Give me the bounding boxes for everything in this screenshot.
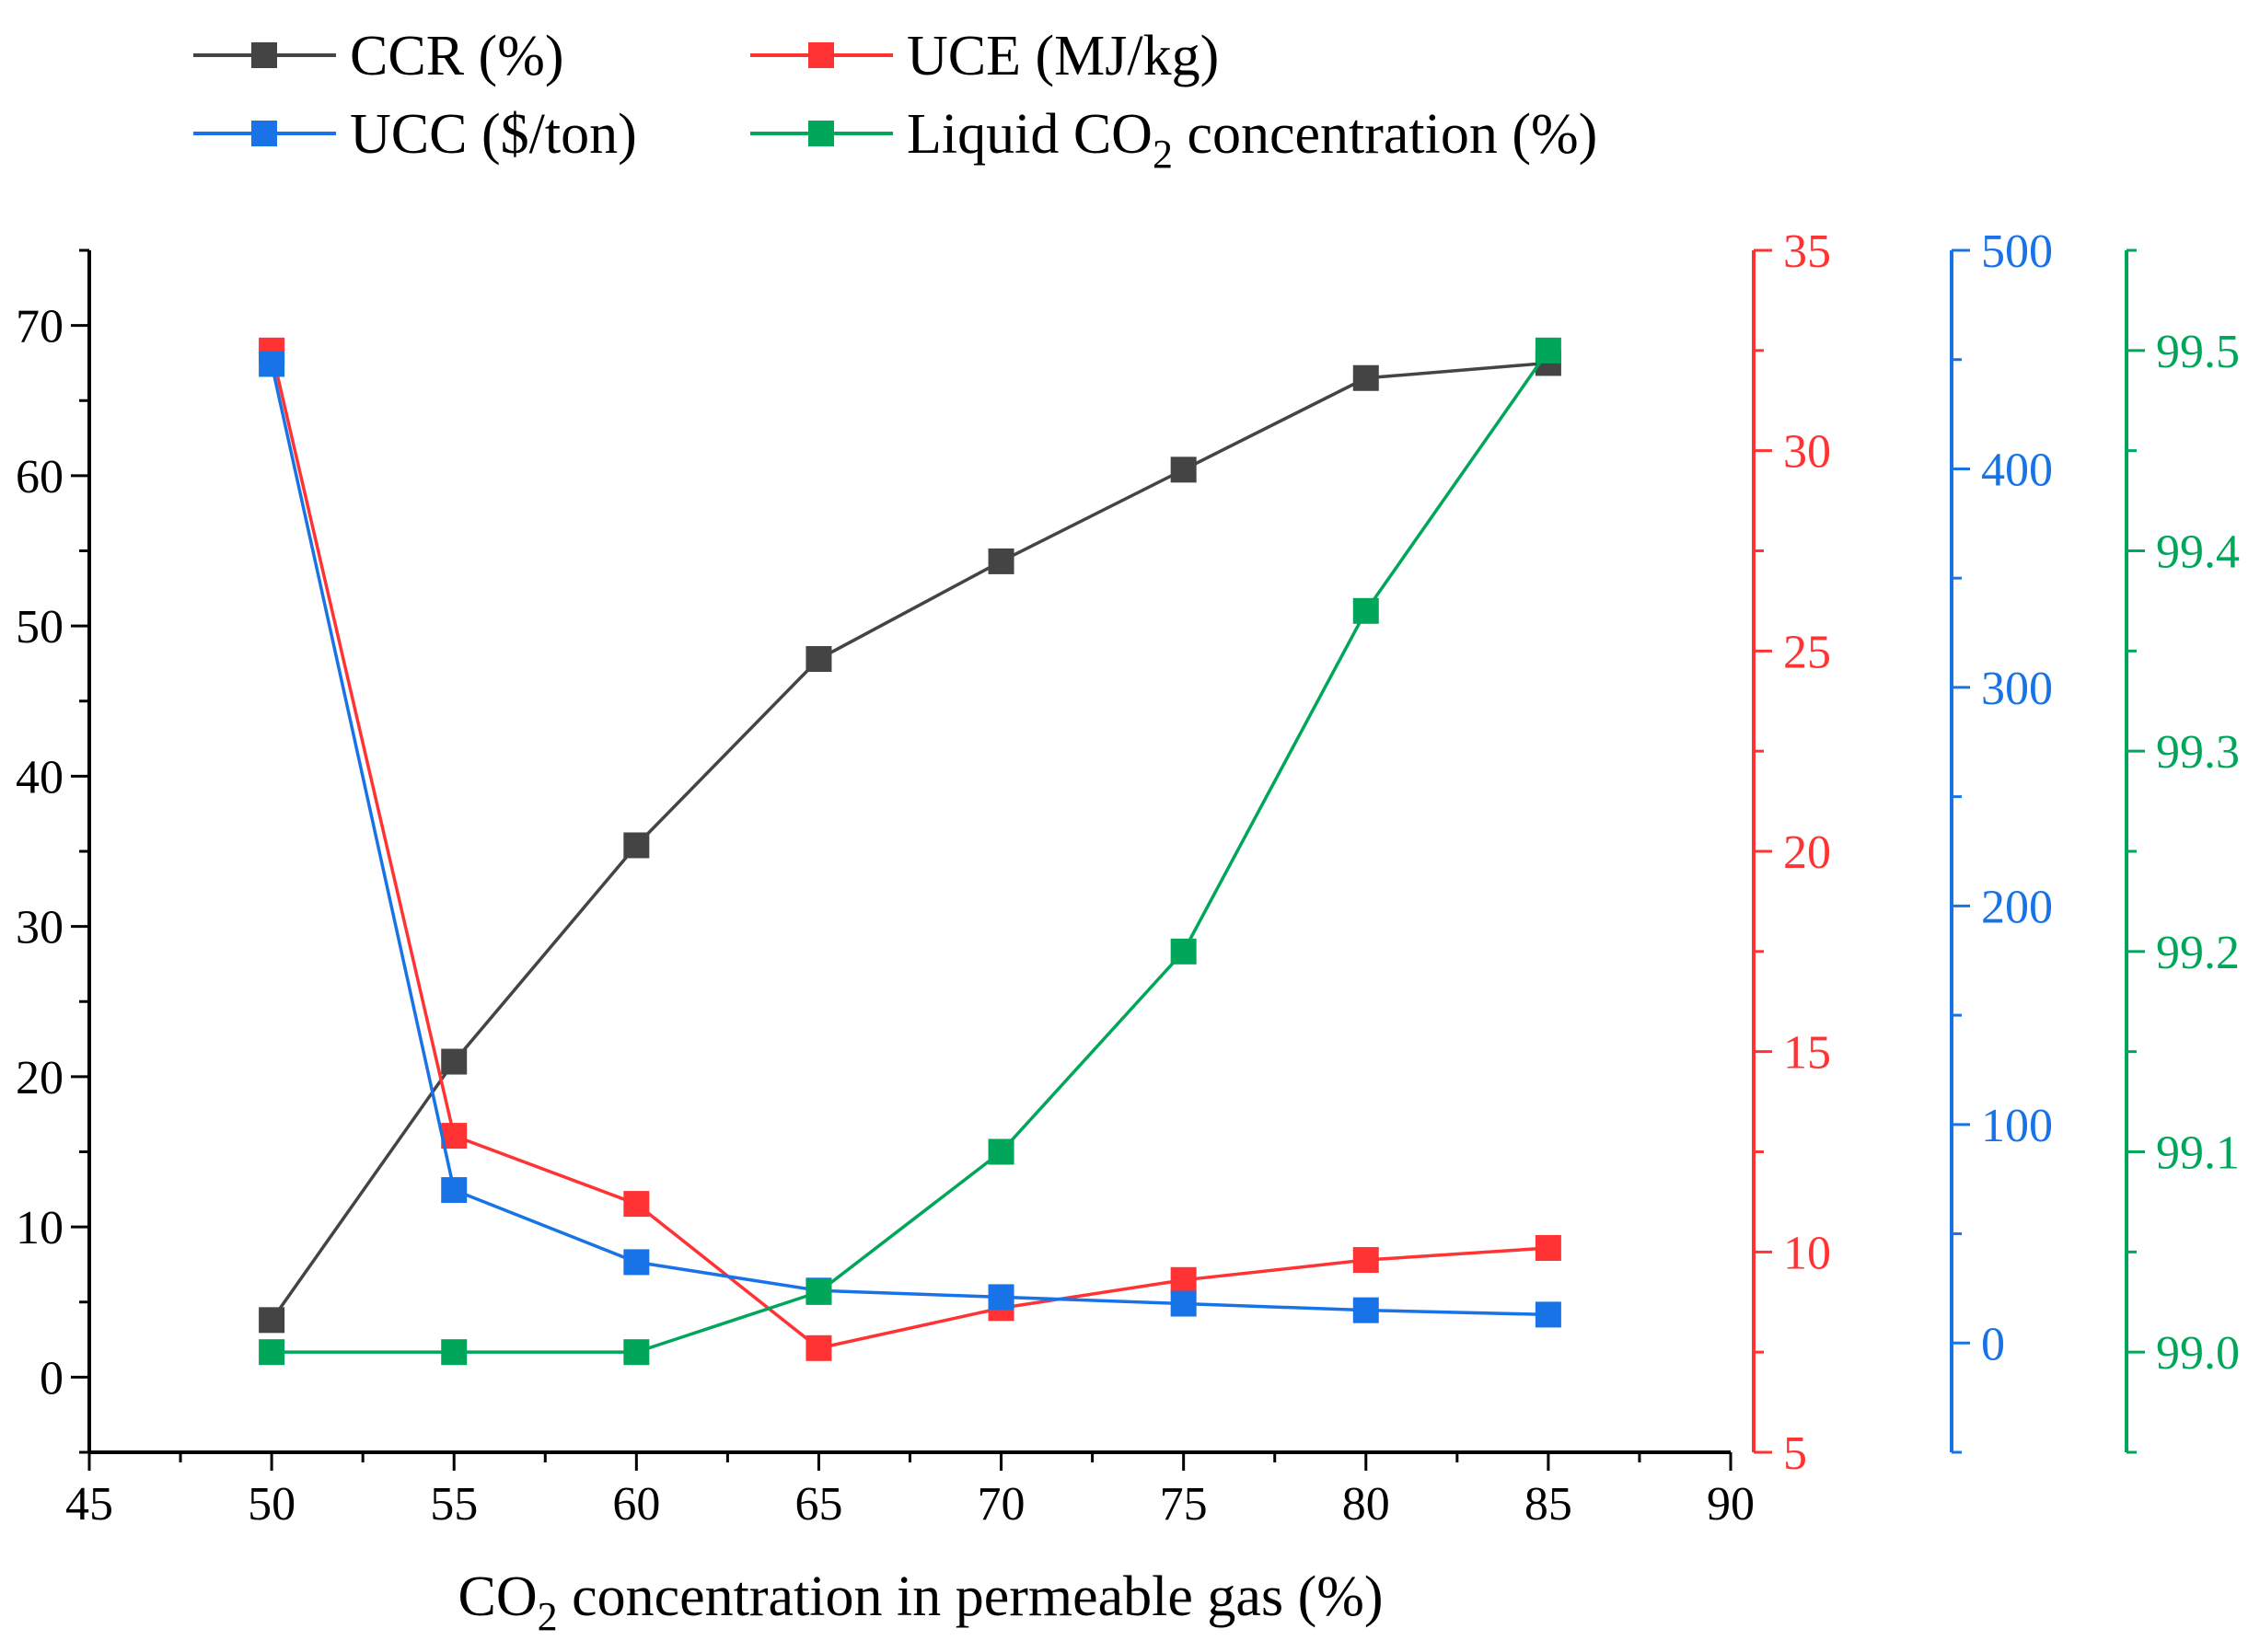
- data-marker: [1352, 597, 1379, 624]
- series-group: [259, 337, 1561, 1366]
- liquid-tick-label: 99.0: [2156, 1327, 2240, 1380]
- data-marker: [1535, 337, 1561, 364]
- ucc-tick-label: 25: [1783, 626, 1831, 678]
- ucc-tick-label: 35: [1783, 225, 1831, 278]
- liquid-tick-label: 99.4: [2156, 526, 2240, 579]
- data-marker: [1170, 456, 1197, 483]
- data-marker: [259, 1339, 285, 1366]
- data-marker: [1535, 1301, 1561, 1328]
- legend-marker: [808, 121, 834, 146]
- ucc2-tick-label: 0: [1981, 1318, 2005, 1370]
- data-marker: [623, 832, 650, 859]
- axes: 45 50 55 60 65 70 75 80 85 90 0 10 20 30 40 50 60 70 5 10 15…: [16, 225, 2240, 1531]
- legend-marker: [251, 42, 277, 68]
- x-tick-label: 65: [794, 1478, 842, 1531]
- data-marker: [1535, 1234, 1561, 1261]
- x-axis-title: CO2 concentration in permeable gas (%): [458, 1565, 1383, 1639]
- liquid-tick-label: 99.2: [2156, 927, 2240, 979]
- data-marker: [805, 1278, 832, 1305]
- data-marker: [441, 1339, 468, 1366]
- ucc2-tick-label: 100: [1981, 1100, 2053, 1152]
- ucc-tick-label: 10: [1783, 1227, 1831, 1279]
- data-marker: [805, 1334, 832, 1361]
- legend-label: UCE (MJ/kg): [907, 25, 1219, 87]
- data-marker: [988, 1284, 1014, 1311]
- data-marker: [623, 1249, 650, 1276]
- x-tick-label: 75: [1160, 1478, 1208, 1531]
- liquid-tick-label: 99.3: [2156, 726, 2240, 779]
- data-marker: [441, 1177, 468, 1204]
- x-tick-label: 70: [978, 1478, 1026, 1531]
- data-marker: [259, 1307, 285, 1334]
- data-marker: [1352, 1247, 1379, 1274]
- left-tick-label: 0: [40, 1352, 64, 1404]
- x-tick-label: 60: [612, 1478, 660, 1531]
- legend-label: UCC ($/ton): [350, 103, 637, 166]
- data-marker: [441, 1048, 468, 1075]
- ucc-tick-label: 15: [1783, 1027, 1831, 1080]
- liquid-tick-label: 99.1: [2156, 1127, 2240, 1180]
- series-line: [270, 350, 1549, 1350]
- left-tick-label: 50: [16, 601, 64, 653]
- x-tick-label: 45: [65, 1478, 113, 1531]
- ucc-tick-label: 20: [1783, 826, 1831, 879]
- data-marker: [1170, 1266, 1197, 1293]
- series-line: [270, 364, 1548, 1317]
- liquid-tick-label: 99.5: [2156, 326, 2240, 378]
- x-tick-label: 90: [1707, 1478, 1755, 1531]
- data-marker: [988, 1138, 1014, 1165]
- data-marker: [805, 646, 832, 673]
- series-line: [270, 361, 1549, 1322]
- left-tick-label: 30: [16, 902, 64, 954]
- left-tick-label: 70: [16, 301, 64, 353]
- left-tick-label: 60: [16, 451, 64, 503]
- legend-label: CCR (%): [350, 25, 564, 87]
- x-tick-label: 55: [430, 1478, 478, 1531]
- series-line: [272, 349, 1550, 1354]
- legend-label: Liquid CO2 concentration (%): [907, 103, 1597, 177]
- legend-marker: [808, 42, 834, 68]
- data-marker: [623, 1191, 650, 1218]
- data-marker: [1170, 1290, 1197, 1317]
- ucc-tick-label: 30: [1783, 426, 1831, 479]
- ucc2-tick-label: 300: [1981, 663, 2053, 715]
- data-marker: [259, 351, 285, 377]
- left-tick-label: 10: [16, 1202, 64, 1254]
- ucc2-tick-label: 200: [1981, 881, 2053, 933]
- left-tick-label: 20: [16, 1052, 64, 1104]
- x-tick-label: 50: [248, 1478, 296, 1531]
- x-tick-label: 80: [1342, 1478, 1390, 1531]
- x-tick-label: 85: [1524, 1478, 1572, 1531]
- ucc2-tick-label: 500: [1981, 225, 2053, 278]
- ucc-tick-label: 5: [1783, 1427, 1807, 1480]
- left-tick-label: 40: [16, 751, 64, 803]
- ucc2-tick-label: 400: [1981, 444, 2053, 496]
- data-marker: [1352, 1297, 1379, 1323]
- data-marker: [988, 548, 1014, 574]
- legend: CCR (%) UCE (MJ/kg) UCC ($/ton) Liquid CO2 …: [193, 25, 1597, 177]
- data-marker: [1170, 938, 1197, 965]
- data-marker: [1352, 364, 1379, 391]
- legend-marker: [251, 121, 277, 146]
- data-marker: [623, 1339, 650, 1366]
